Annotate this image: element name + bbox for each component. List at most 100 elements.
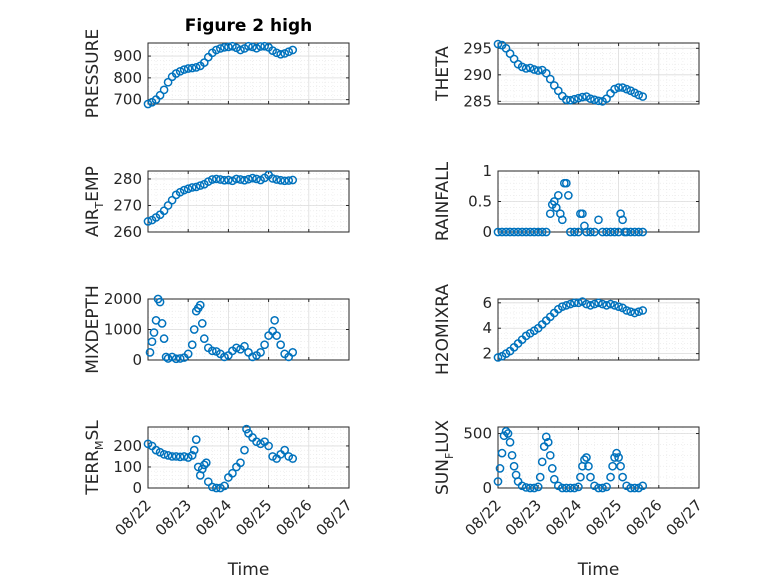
y-tick-label: 290 <box>463 66 492 84</box>
data-point <box>608 461 617 471</box>
data-point <box>288 45 298 55</box>
data-point <box>220 43 229 52</box>
x-tick-label: 08/22 <box>462 496 505 539</box>
data-point <box>268 174 277 183</box>
data-point <box>163 77 173 87</box>
data-point <box>264 441 273 451</box>
y-tick-label: 100 <box>113 458 142 476</box>
data-point <box>561 483 571 493</box>
data-point <box>497 448 507 458</box>
x-axis-label: Time <box>227 560 270 580</box>
data-point <box>270 316 279 325</box>
data-point <box>195 300 205 310</box>
subplot-theta: 285 290 295 THETA <box>433 39 700 110</box>
data-point <box>175 452 185 462</box>
data-point <box>171 354 181 364</box>
data-point <box>574 227 583 237</box>
data-point <box>224 175 233 185</box>
data-point <box>163 354 173 363</box>
data-point <box>509 461 519 471</box>
data-point <box>614 83 623 92</box>
data-point <box>272 48 281 58</box>
data-point <box>183 64 193 73</box>
subplot-h2omixra: 2 4 6 H2OMIXRA <box>433 284 700 375</box>
data-point <box>525 63 535 73</box>
y-axis-label: H2OMIXRA <box>433 284 453 375</box>
data-point <box>228 468 237 478</box>
data-point <box>187 183 197 192</box>
data-point <box>586 227 595 237</box>
data-point <box>228 176 237 186</box>
data-point <box>501 43 511 53</box>
data-point <box>574 482 583 492</box>
data-point <box>533 227 543 237</box>
data-point <box>159 334 169 343</box>
plot-area <box>497 42 700 105</box>
data-point <box>551 203 561 212</box>
data-point <box>183 184 193 194</box>
x-tick-label: 08/23 <box>152 496 195 539</box>
data-point <box>183 349 193 359</box>
x-tick-label: 08/25 <box>582 496 625 539</box>
x-tick-label: 08/26 <box>622 496 665 539</box>
data-point <box>497 227 507 237</box>
y-axis-label: TERRMSL <box>83 420 106 496</box>
data-point <box>495 464 505 473</box>
y-tick-label: 0 <box>132 479 142 497</box>
data-point <box>570 483 579 493</box>
y-tick-label: 0 <box>132 351 142 369</box>
data-point <box>509 54 519 64</box>
data-point <box>256 348 265 357</box>
subplot-sun_flux: 0 500 SUNFLUX <box>433 420 700 497</box>
data-point <box>236 45 245 55</box>
data-point <box>228 41 237 51</box>
data-point <box>570 298 579 308</box>
data-point <box>533 66 543 75</box>
x-tick-label: 08/27 <box>663 496 706 539</box>
data-point <box>606 227 615 237</box>
data-point <box>175 66 185 76</box>
data-point <box>149 328 159 337</box>
data-point <box>224 42 233 52</box>
data-point <box>543 437 553 447</box>
data-point <box>256 42 265 51</box>
data-point <box>586 94 595 104</box>
plot-border <box>147 170 350 233</box>
x-tick-label: 08/24 <box>542 496 585 539</box>
plot-border <box>147 298 350 361</box>
data-point <box>216 175 225 184</box>
data-point <box>525 483 535 493</box>
data-point <box>248 352 257 362</box>
y-tick-label: 4 <box>482 319 492 337</box>
data-point <box>513 227 523 237</box>
data-point <box>533 482 543 492</box>
data-point <box>582 299 591 309</box>
data-point <box>561 95 571 105</box>
data-point <box>602 301 611 310</box>
data-point <box>586 301 595 310</box>
data-point <box>612 448 621 458</box>
data-point <box>590 227 599 237</box>
data-point <box>549 474 559 484</box>
y-axis-label: MIXDEPTH <box>83 285 103 374</box>
data-point <box>240 175 249 185</box>
data-point <box>163 451 173 460</box>
data-point <box>594 96 603 106</box>
y-tick-label: 0 <box>482 479 492 497</box>
data-point <box>155 90 165 100</box>
x-tick-label: 08/25 <box>232 496 275 539</box>
data-point <box>244 41 253 51</box>
data-point <box>503 429 513 438</box>
data-point <box>582 453 591 462</box>
y-axis-label: AIRTEMP <box>83 166 106 237</box>
data-point <box>537 227 547 237</box>
data-point <box>576 472 585 482</box>
data-point <box>561 178 571 188</box>
data-point <box>276 49 286 59</box>
y-tick-label: 1 <box>482 162 492 180</box>
subplot-pressure: 700 800 900 Figure 2 high PRESSURE <box>83 16 350 118</box>
data-point <box>566 227 575 237</box>
data-point <box>276 175 286 185</box>
